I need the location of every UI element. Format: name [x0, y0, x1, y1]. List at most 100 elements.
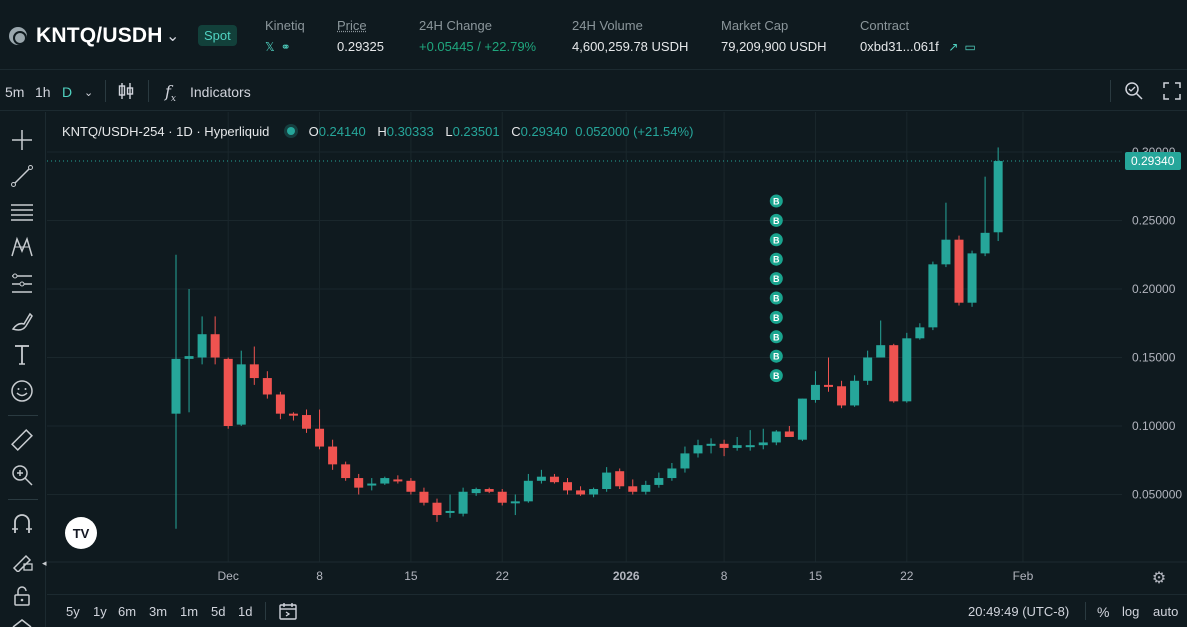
candle-body [262, 378, 272, 395]
range-1d[interactable]: 1d [238, 604, 253, 619]
range-5y[interactable]: 5y [66, 604, 80, 619]
range-6m[interactable]: 6m [118, 604, 137, 619]
buy-marker-label: B [773, 255, 780, 265]
candle-body [758, 442, 768, 446]
candle-body [197, 334, 207, 358]
last-price-badge [1125, 152, 1181, 171]
market-type-badge: Spot [198, 25, 237, 46]
candle-body [288, 413, 298, 416]
buy-marker [769, 330, 783, 344]
interval-d[interactable]: D [62, 84, 73, 100]
crosshair-icon[interactable] [10, 128, 34, 152]
candle-body [354, 478, 364, 488]
legend-high-value: 0.30333 [386, 124, 434, 139]
candle-body [589, 489, 599, 495]
divider [265, 602, 266, 620]
candle-body [889, 345, 899, 402]
candlestick-type-icon[interactable] [118, 82, 134, 100]
candle-body [693, 445, 703, 454]
candle-body [380, 478, 390, 484]
candle-body [902, 338, 912, 402]
tradingview-logo [65, 517, 97, 549]
candle-body [954, 239, 964, 303]
log-scale-button[interactable]: log [1122, 604, 1140, 619]
chart-legend: KNTQ/USDH-254 · 1D · Hyperliquid O0.2414… [62, 124, 693, 139]
stat-24h-volume: 24H Volume 4,600,259.78 USDH [572, 18, 688, 54]
buy-marker [769, 194, 783, 208]
divider [1085, 602, 1086, 620]
fullscreen-icon[interactable] [1163, 82, 1181, 100]
horizontal-lines-icon[interactable] [10, 200, 34, 224]
project-name: Kinetiq [265, 18, 305, 33]
legend-low-value: 0.23501 [452, 124, 500, 139]
settings-gear-icon[interactable]: ⚙ [1152, 568, 1166, 587]
globe-icon[interactable]: ⚭ [280, 40, 291, 54]
candle-body [536, 476, 546, 481]
percent-scale-button[interactable]: % [1097, 604, 1110, 620]
range-5d[interactable]: 5d [211, 604, 226, 619]
divider [1110, 80, 1111, 102]
candle-body [236, 364, 246, 425]
x-axis-tick-label: 15 [404, 569, 418, 583]
price-label: Price [337, 18, 367, 33]
buy-marker [769, 213, 783, 227]
collapse-arrow-icon[interactable]: ◂ [42, 558, 47, 568]
candle-body [576, 490, 586, 495]
brush-icon[interactable] [10, 308, 34, 332]
buy-marker-label: B [773, 332, 780, 342]
snapshot-icon[interactable] [1124, 81, 1144, 101]
fib-retracement-icon[interactable] [10, 272, 34, 296]
candle-body [732, 445, 742, 448]
visibility-icon[interactable] [10, 617, 34, 627]
candle-body [406, 480, 416, 492]
buy-marker [769, 349, 783, 363]
indicators-button[interactable]: Indicators [190, 84, 251, 100]
candle-body [641, 484, 651, 492]
x-axis-tick-label: 22 [496, 569, 510, 583]
interval-chevron-icon[interactable]: ⌄ [84, 87, 94, 99]
candle-body [784, 431, 794, 437]
wallet-icon[interactable]: ▭ [964, 40, 976, 54]
legend-high-label: H [377, 124, 387, 139]
go-to-date-icon[interactable] [278, 601, 298, 621]
buy-marker-label: B [773, 216, 780, 226]
candle-body [458, 491, 468, 514]
candle-body [471, 489, 481, 494]
x-twitter-icon[interactable]: 𝕏 [265, 40, 275, 54]
drawing-toolbar: ◂ [0, 112, 47, 627]
range-1y[interactable]: 1y [93, 604, 107, 619]
trendline-icon[interactable] [10, 164, 34, 188]
x-axis-tick-label: Dec [218, 569, 239, 583]
clock-time[interactable]: 20:49:49 (UTC-8) [968, 604, 1070, 619]
candle-body [497, 491, 507, 503]
chevron-down-icon[interactable]: ⌄ [166, 28, 180, 45]
text-icon[interactable] [10, 343, 34, 367]
external-link-icon[interactable]: ↗ [948, 40, 959, 54]
candle-body [680, 453, 690, 469]
candle-body [967, 253, 977, 303]
lock-icon[interactable] [10, 584, 34, 608]
pair-name[interactable]: KNTQ/USDH [36, 24, 163, 47]
y-axis-tick-label: 0.25000 [1132, 214, 1176, 228]
lock-drawing-icon[interactable] [10, 548, 34, 572]
candle-body [510, 501, 520, 504]
range-1m[interactable]: 1m [180, 604, 199, 619]
candle-body [941, 239, 951, 265]
interval-5m[interactable]: 5m [5, 84, 25, 100]
magnet-icon[interactable] [10, 512, 34, 536]
x-axis-tick-label: 2026 [613, 569, 640, 583]
pattern-icon[interactable] [10, 235, 34, 259]
candle-body [419, 491, 429, 503]
candle-body [628, 486, 638, 492]
candle-body [328, 446, 338, 465]
zoom-in-icon[interactable] [10, 463, 34, 487]
range-3m[interactable]: 3m [149, 604, 168, 619]
price-chart[interactable]: 0.050000 0.10000 0.15000 0.20000 0.25000 0.30… [47, 112, 1187, 594]
indicators-icon[interactable]: fx [165, 82, 176, 105]
ruler-icon[interactable] [10, 428, 34, 452]
emoji-icon[interactable] [10, 379, 34, 403]
last-price-label: 0.29340 [1131, 154, 1175, 168]
auto-scale-button[interactable]: auto [1153, 604, 1179, 619]
interval-1h[interactable]: 1h [35, 84, 51, 100]
candle-body [810, 384, 820, 400]
